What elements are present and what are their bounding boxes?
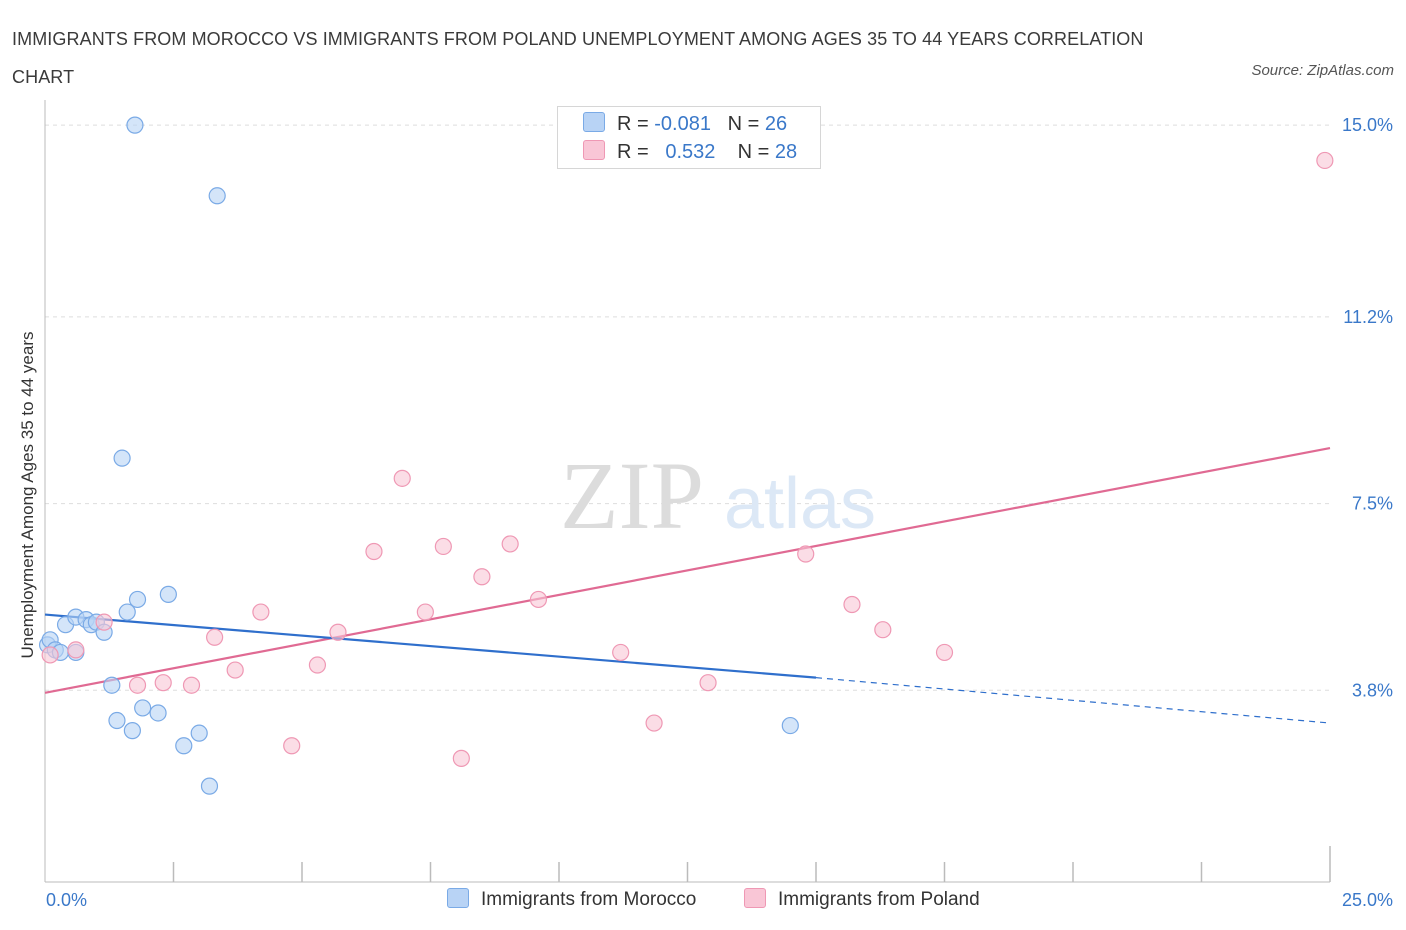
poland-swatch [583,140,605,160]
series-legend-label: Immigrants from Poland [778,889,980,910]
morocco-point [781,716,799,735]
morocco-point [126,116,144,134]
morocco-point [159,585,177,603]
morocco-legend-swatch [447,888,469,908]
legend-row-morocco: R = -0.081 N = 26 [583,112,787,138]
legend-row-poland: R = 0.532 N = 28 [583,140,797,166]
poland-point [283,737,301,755]
poland-point [206,628,224,646]
legend-n-morocco: 26 [764,113,788,135]
morocco-point [108,711,126,730]
x-tick-label-min: 0.0% [46,890,88,910]
y-tick-label: 3.8% [1352,680,1393,700]
poland-point [252,603,270,621]
poland-point [699,674,717,692]
poland-point [1316,151,1334,170]
poland-trend-line [44,446,1331,694]
morocco-point [175,737,193,755]
morocco-swatch [583,112,605,132]
legend-n-label: N = [727,113,760,135]
poland-point [226,661,244,679]
poland-point [182,676,201,694]
poland-point [843,595,861,614]
y-tick-labels: 3.8% 7.5% 11.2% 15.0% [1342,115,1393,700]
morocco-trend-extension [815,677,1331,724]
poland-point [529,590,548,609]
morocco-point [190,724,208,742]
chart-title: IMMIGRANTS FROM MOROCCO VS IMMIGRANTS FR… [12,29,1144,87]
poland-point [128,676,147,694]
morocco-point [149,704,167,722]
poland-point [41,646,59,664]
legend-n-label: N = [737,141,770,163]
morocco-trend-line [44,613,817,679]
series-legend-poland: Immigrants from Poland [744,888,980,911]
correlation-legend: R = -0.081 N = 26 R = 0.532 N = 28 [557,106,821,169]
legend-r-poland: 0.532 [665,141,716,163]
morocco-point [134,699,152,717]
poland-point [452,749,470,767]
morocco-point [208,187,226,205]
poland-point [329,623,347,641]
legend-r-label: R = [617,141,649,163]
chart-source: Source: ZipAtlas.com [1251,62,1394,79]
morocco-point [200,777,219,795]
data-points [38,116,1334,795]
poland-point [612,643,630,662]
morocco-point [103,676,121,694]
legend-r-morocco: -0.081 [654,113,711,135]
watermark-zip: ZIP [560,442,704,549]
morocco-point [123,722,141,740]
poland-point [434,537,452,556]
x-tick-label-max: 25.0% [1341,890,1393,910]
series-legend-label: Immigrants from Morocco [481,889,697,910]
grid-lines [45,124,1330,691]
y-tick-label: 7.5% [1352,494,1393,514]
poland-point [935,643,954,662]
poland-point [154,674,172,692]
y-tick-label: 15.0% [1342,115,1393,135]
poland-point [874,621,892,639]
morocco-point [113,449,131,467]
poland-point [365,542,383,561]
morocco-point [118,603,136,621]
poland-point [67,641,85,659]
watermark-atlas: atlas [724,464,876,544]
poland-point [797,545,815,563]
poland-point [501,535,519,553]
series-legend-morocco: Immigrants from Morocco [447,888,696,911]
poland-point [416,603,434,621]
poland-legend-swatch [744,888,766,908]
poland-point [473,568,491,586]
morocco-point [128,590,147,609]
poland-point [393,469,411,487]
legend-r-label: R = [617,113,649,135]
poland-point [308,656,327,674]
axes [44,100,1331,883]
legend-n-poland: 28 [774,141,798,163]
trend-lines [44,446,1331,724]
poland-point [95,613,113,631]
y-tick-label: 11.2% [1343,307,1393,327]
poland-point [645,714,663,732]
